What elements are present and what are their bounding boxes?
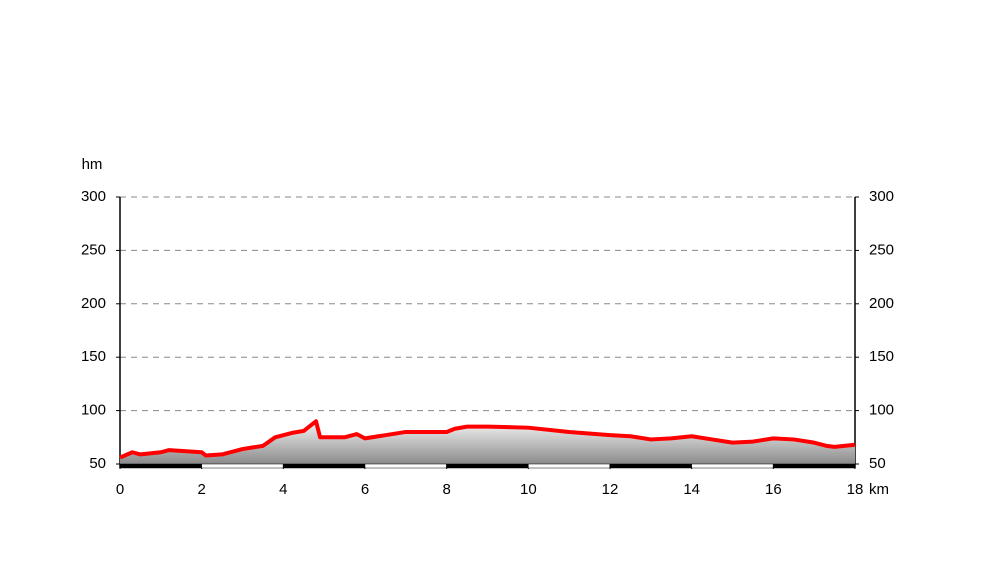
x-tick-label: 14 (683, 481, 700, 498)
x-tick-label: 16 (765, 481, 782, 498)
x-tick-label: 10 (520, 481, 537, 498)
scale-segment (446, 463, 529, 469)
x-tick-label: 12 (602, 481, 619, 498)
scale-segment (201, 463, 284, 469)
scale-segment (283, 463, 366, 469)
y2-tick-label: 300 (869, 188, 894, 205)
x-tick-label: 18 (847, 481, 864, 498)
x-tick-label: 2 (197, 481, 205, 498)
y-tick-label: 300 (81, 188, 106, 205)
scale-segment (691, 463, 774, 469)
scale-segment (364, 463, 447, 469)
scale-segment (119, 463, 202, 469)
scale-segment (773, 463, 856, 469)
scale-segment (528, 463, 611, 469)
y2-tick-label: 250 (869, 241, 894, 258)
elevation-line (119, 419, 856, 460)
x-tick-label: 6 (361, 481, 369, 498)
x-tick-label: 0 (116, 481, 124, 498)
y-tick-label: 200 (81, 295, 106, 312)
scale-segment (609, 463, 692, 469)
x-tick-label: 4 (279, 481, 287, 498)
y-tick-label: 250 (81, 241, 106, 258)
y-tick-label: 50 (89, 455, 106, 472)
x-tick-label: 8 (442, 481, 450, 498)
y-axis-label: hm (82, 156, 103, 173)
y2-tick-label: 100 (869, 402, 894, 419)
y2-tick-label: 200 (869, 295, 894, 312)
y2-tick-label: 150 (869, 348, 894, 365)
y2-tick-label: 50 (869, 455, 886, 472)
y-tick-label: 150 (81, 348, 106, 365)
y-tick-label: 100 (81, 402, 106, 419)
x-axis-label: km (869, 481, 889, 498)
